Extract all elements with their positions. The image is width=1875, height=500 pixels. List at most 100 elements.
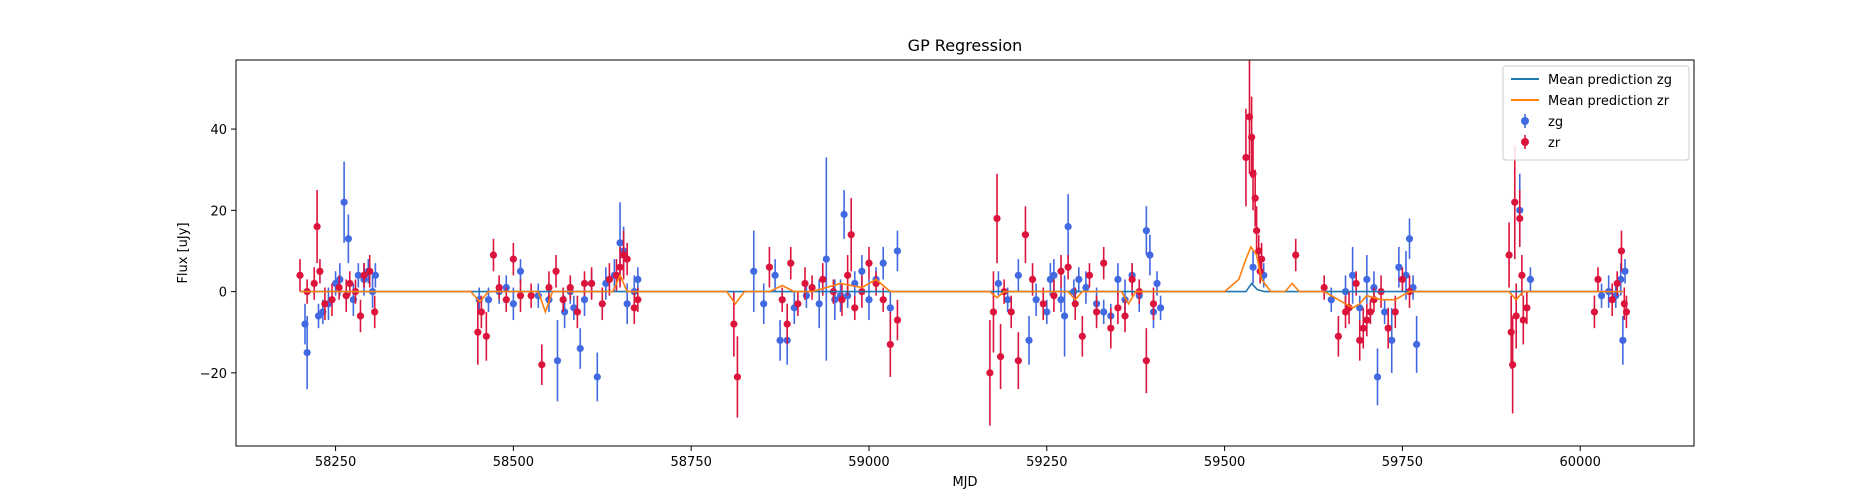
point-zg — [340, 198, 348, 206]
point-zr — [879, 296, 887, 304]
point-zg — [865, 296, 873, 304]
point-zr — [509, 255, 517, 263]
point-zg — [1413, 340, 1421, 349]
point-zg — [893, 247, 902, 255]
point-zr — [1512, 312, 1520, 320]
point-zg — [1395, 263, 1403, 271]
point-zr — [808, 283, 816, 292]
point-zr — [1292, 251, 1300, 259]
point-zg — [560, 308, 569, 316]
point-zr — [1085, 271, 1094, 279]
point-zr — [1114, 304, 1122, 312]
point-zr — [559, 296, 567, 304]
point-zr — [612, 271, 621, 279]
point-zr — [1518, 271, 1526, 279]
point-zr — [489, 251, 498, 259]
point-zr — [1255, 247, 1263, 255]
legend-label: Mean prediction zg — [1548, 73, 1672, 88]
point-zg — [1526, 275, 1535, 284]
point-zg — [1114, 275, 1122, 284]
point-zg — [771, 271, 779, 279]
point-zr — [1608, 296, 1616, 304]
x-tick-label: 60000 — [1560, 455, 1601, 470]
point-zr — [1613, 279, 1621, 288]
point-zg — [1142, 227, 1150, 235]
point-zg — [1146, 251, 1154, 259]
x-tick-label: 59250 — [1026, 455, 1067, 470]
point-zg — [1014, 271, 1022, 279]
x-tick-label: 59750 — [1382, 455, 1423, 470]
y-tick-label: 0 — [219, 286, 227, 301]
point-zg — [840, 210, 848, 218]
point-zg — [1249, 263, 1257, 271]
point-zg — [1082, 283, 1090, 292]
point-zr — [819, 275, 827, 284]
point-zr — [733, 373, 742, 381]
point-zr — [313, 222, 321, 231]
point-zr — [886, 340, 894, 349]
point-zr — [996, 353, 1005, 361]
plot-content — [296, 60, 1631, 426]
point-zg — [634, 275, 642, 284]
point-zg — [1619, 336, 1627, 344]
point-zr — [321, 300, 329, 308]
x-tick-label: 58500 — [493, 455, 534, 470]
y-tick-label: 40 — [210, 123, 227, 138]
point-zg — [509, 300, 517, 308]
point-zr — [1511, 198, 1519, 206]
point-zr — [1248, 133, 1256, 141]
x-tick-label: 58250 — [315, 455, 356, 470]
point-zr — [630, 304, 638, 312]
point-zg — [516, 267, 525, 275]
point-zg — [1064, 222, 1072, 231]
point-zg — [580, 296, 589, 304]
point-zr — [1078, 332, 1086, 340]
legend-label: zg — [1548, 115, 1563, 130]
plot-frame — [235, 59, 1695, 447]
y-tick-label: 20 — [210, 204, 227, 219]
point-zg — [616, 239, 624, 247]
point-zr — [335, 283, 343, 292]
chart-title: GP Regression — [908, 36, 1023, 55]
point-zr — [1334, 332, 1342, 340]
point-zr — [371, 308, 379, 316]
point-zr — [516, 292, 525, 300]
point-zg — [576, 344, 584, 353]
point-zg — [1050, 271, 1058, 279]
point-zr — [1028, 275, 1037, 284]
point-zr — [360, 271, 368, 279]
point-zr — [1391, 308, 1399, 316]
point-zr — [1050, 292, 1058, 300]
point-zg — [593, 373, 601, 381]
point-zg — [1153, 279, 1161, 288]
point-zr — [1253, 227, 1261, 235]
point-zg — [802, 292, 810, 300]
plot-area: 58250 58500 58750 59000 59250 59500 59750 60000… — [200, 59, 1695, 470]
point-zg — [344, 235, 352, 243]
point-zr — [598, 300, 606, 308]
legend-label: Mean prediction zr — [1548, 94, 1670, 109]
point-zg — [1100, 308, 1108, 316]
point-zr — [1363, 316, 1371, 324]
point-zg — [776, 336, 784, 344]
point-zr — [989, 308, 998, 316]
point-zg — [1621, 267, 1629, 275]
x-tick-label: 59000 — [848, 455, 889, 470]
point-zr — [783, 320, 791, 328]
point-zr — [838, 296, 846, 304]
point-zr — [1523, 304, 1531, 312]
point-zg — [1057, 296, 1065, 304]
point-zr — [1356, 336, 1364, 344]
point-zr — [986, 369, 994, 377]
point-zg — [1373, 373, 1382, 381]
point-zr — [1622, 308, 1631, 316]
line-mean-prediction-zr — [300, 245, 1623, 315]
point-zr — [1107, 324, 1115, 332]
point-zr — [778, 296, 786, 304]
point-zr — [1021, 231, 1030, 239]
point-zr — [623, 255, 631, 263]
point-zr — [573, 308, 581, 316]
point-zr — [1384, 324, 1392, 332]
point-zg — [750, 267, 758, 275]
legend: Mean prediction zg Mean prediction zr zg zr — [1502, 65, 1690, 161]
